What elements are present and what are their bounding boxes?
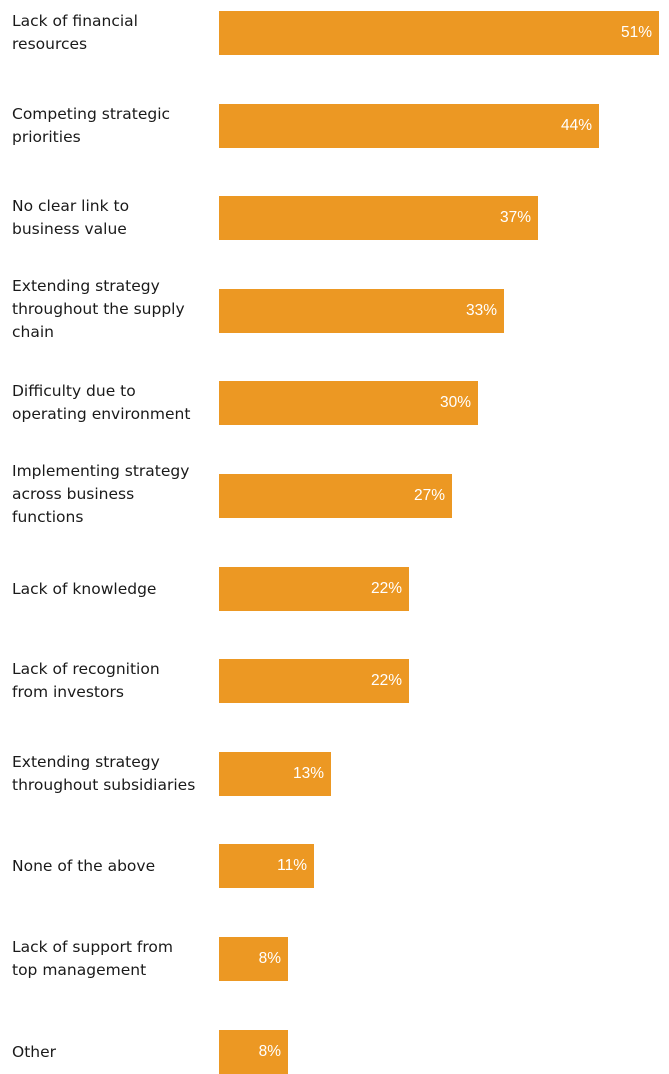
bar-value-label: 22% xyxy=(370,580,402,597)
category-label: Extending strategy throughout subsidiari… xyxy=(12,753,196,794)
bar xyxy=(219,567,409,611)
bar xyxy=(219,381,478,425)
category-label: Competing strategic priorities xyxy=(12,105,171,146)
bar-value-label: 13% xyxy=(292,765,324,782)
bar xyxy=(219,659,409,703)
bar xyxy=(219,1030,288,1074)
category-label: Difficulty due to operating environment xyxy=(12,382,191,423)
bar-value-label: 33% xyxy=(465,302,497,319)
bar xyxy=(219,11,659,55)
bar-value-label: 11% xyxy=(277,857,307,874)
category-label: Lack of recognition from investors xyxy=(12,660,160,701)
bar-value-label: 51% xyxy=(620,24,652,41)
bar xyxy=(219,104,599,148)
category-label: Lack of knowledge xyxy=(12,579,157,598)
category-label: Lack of support from top management xyxy=(12,938,173,979)
bar-value-label: 27% xyxy=(413,487,445,504)
bar-value-label: 8% xyxy=(258,950,281,967)
bar-value-label: 44% xyxy=(560,117,592,134)
category-label: None of the above xyxy=(12,856,156,875)
bar-value-label: 8% xyxy=(258,1043,281,1060)
category-label: Extending strategy throughout the supply… xyxy=(12,277,185,341)
bar xyxy=(219,289,504,333)
bar-value-label: 37% xyxy=(499,209,531,226)
category-label: No clear link to business value xyxy=(12,197,130,238)
bar xyxy=(219,196,538,240)
bar xyxy=(219,752,331,796)
bar xyxy=(219,844,314,888)
category-label: Other xyxy=(12,1042,57,1061)
bar-value-label: 22% xyxy=(370,672,402,689)
bar xyxy=(219,474,452,518)
bar-value-label: 30% xyxy=(439,394,471,411)
bar xyxy=(219,937,288,981)
category-label: Lack of financial resources xyxy=(12,12,138,53)
category-label: Implementing strategy across business fu… xyxy=(12,462,190,526)
